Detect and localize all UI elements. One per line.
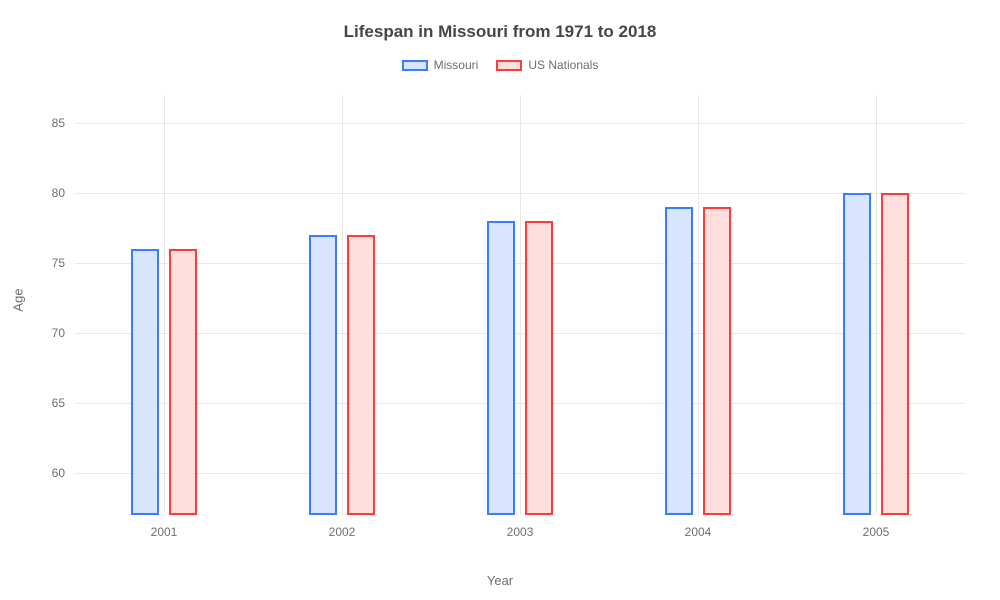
legend-swatch: [402, 60, 428, 71]
bar: [487, 221, 515, 515]
y-tick-label: 75: [52, 256, 65, 270]
plot-area: 60657075808520012002200320042005: [75, 95, 965, 515]
y-tick-label: 60: [52, 466, 65, 480]
y-tick-label: 70: [52, 326, 65, 340]
x-tick-label: 2003: [507, 525, 534, 539]
bar: [347, 235, 375, 515]
x-tick-label: 2001: [151, 525, 178, 539]
vgridline: [876, 95, 877, 515]
x-tick-label: 2002: [329, 525, 356, 539]
legend-item: Missouri: [402, 58, 479, 72]
vgridline: [342, 95, 343, 515]
chart-title: Lifespan in Missouri from 1971 to 2018: [0, 22, 1000, 42]
legend-item: US Nationals: [496, 58, 598, 72]
bar: [665, 207, 693, 515]
bar: [843, 193, 871, 515]
chart-container: Lifespan in Missouri from 1971 to 2018 M…: [0, 0, 1000, 600]
bar: [309, 235, 337, 515]
y-tick-label: 65: [52, 396, 65, 410]
y-axis-label: Age: [11, 288, 26, 311]
legend-swatch: [496, 60, 522, 71]
y-tick-label: 80: [52, 186, 65, 200]
x-axis-label: Year: [0, 573, 1000, 588]
x-tick-label: 2004: [685, 525, 712, 539]
x-tick-label: 2005: [863, 525, 890, 539]
bar: [131, 249, 159, 515]
bar: [169, 249, 197, 515]
legend-label: US Nationals: [528, 58, 598, 72]
bar: [525, 221, 553, 515]
y-tick-label: 85: [52, 116, 65, 130]
bar: [881, 193, 909, 515]
legend: Missouri US Nationals: [0, 58, 1000, 72]
vgridline: [698, 95, 699, 515]
legend-label: Missouri: [434, 58, 479, 72]
vgridline: [520, 95, 521, 515]
bar: [703, 207, 731, 515]
vgridline: [164, 95, 165, 515]
